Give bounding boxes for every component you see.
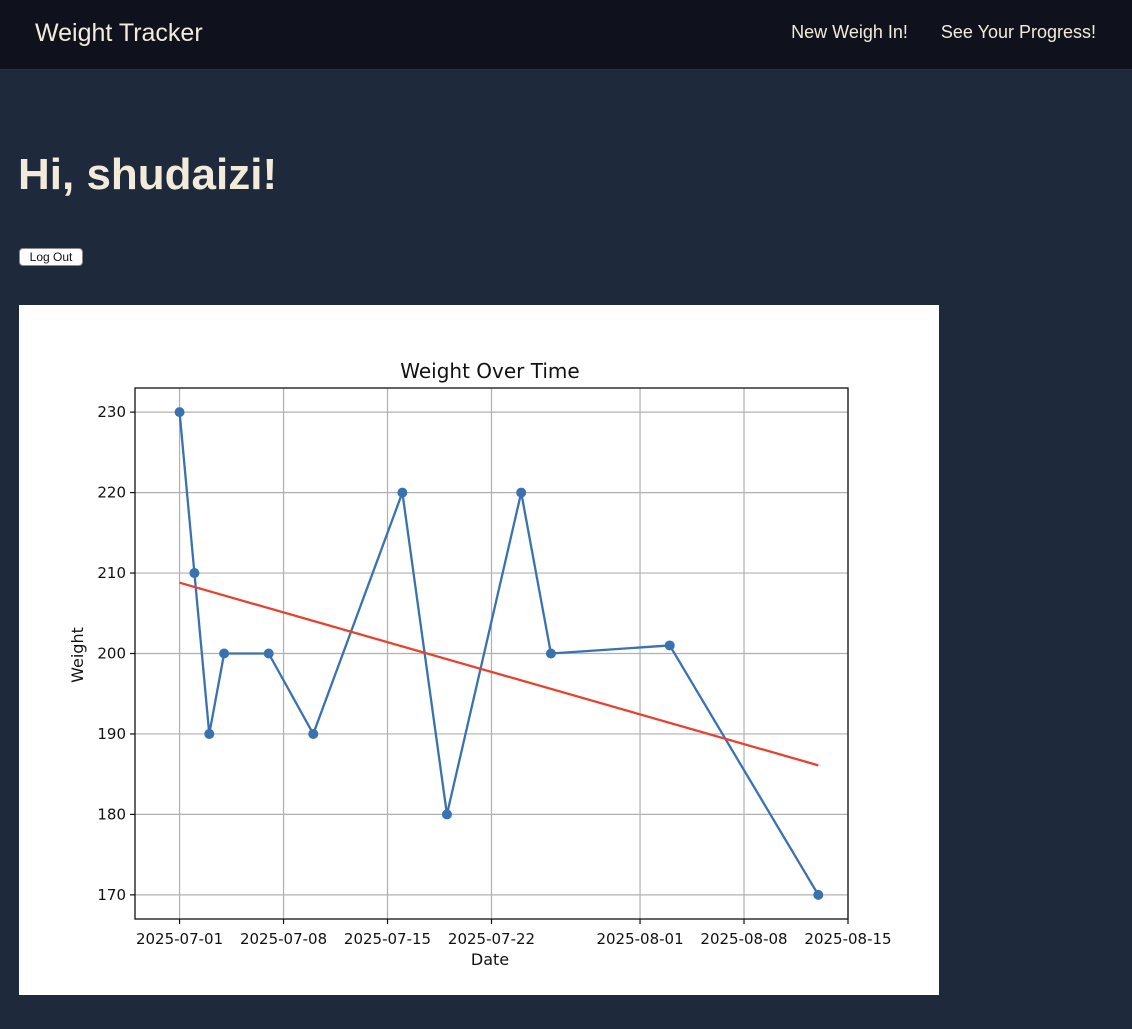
weight-series-line [178,412,820,896]
x-axis-ticks: 2025-07-01 2025-07-08 2025-07-15 2025-07-22… [136,919,892,948]
weight-data-point [813,889,824,900]
trend-line [179,581,819,767]
y-tick-label: 190 [97,725,126,743]
weight-chart-svg: Weight Over Time 170 180 190 200 210 220 230 2… [68,359,892,969]
y-tick-label: 220 [97,484,126,502]
y-tick-label: 200 [97,645,126,663]
x-tick-label: 2025-08-15 [804,930,891,948]
chart-series [174,407,824,900]
y-tick-label: 210 [97,564,126,582]
weight-data-point [263,648,274,659]
x-tick-label: 2025-07-01 [136,930,223,948]
weight-data-point [189,568,200,579]
weight-chart: Weight Over Time 170 180 190 200 210 220 230 2… [19,305,939,995]
nav-link-see-progress[interactable]: See Your Progress! [940,22,1096,42]
weight-data-point [308,728,319,739]
weight-data-point [219,648,230,659]
weight-data-point [441,809,452,820]
y-tick-label: 170 [97,886,126,904]
y-tick-label: 230 [97,403,126,421]
weight-data-point [664,640,675,651]
weight-data-point [204,728,215,739]
y-tick-label: 180 [97,805,126,823]
x-tick-label: 2025-08-08 [700,930,787,948]
greeting-heading: Hi, shudaizi! [18,150,278,199]
chart-title: Weight Over Time [400,359,579,383]
y-axis-label: Weight [68,627,87,683]
x-tick-label: 2025-08-01 [596,930,683,948]
weight-data-point [174,407,185,418]
navbar: Weight Tracker New Weigh In! See Your Pr… [0,0,1132,70]
weight-data-point [397,487,408,498]
weight-data-point [545,648,556,659]
weight-data-point [516,487,527,498]
log-out-button[interactable]: Log Out [19,248,83,266]
x-tick-label: 2025-07-08 [240,930,327,948]
brand-link[interactable]: Weight Tracker [35,19,203,47]
nav-links: New Weigh In! See Your Progress! [791,20,1096,44]
nav-link-new-weigh-in[interactable]: New Weigh In! [791,22,908,42]
x-axis-label: Date [471,950,509,969]
y-axis-ticks: 170 180 190 200 210 220 230 [97,403,135,904]
x-tick-label: 2025-07-15 [344,930,431,948]
x-tick-label: 2025-07-22 [448,930,535,948]
